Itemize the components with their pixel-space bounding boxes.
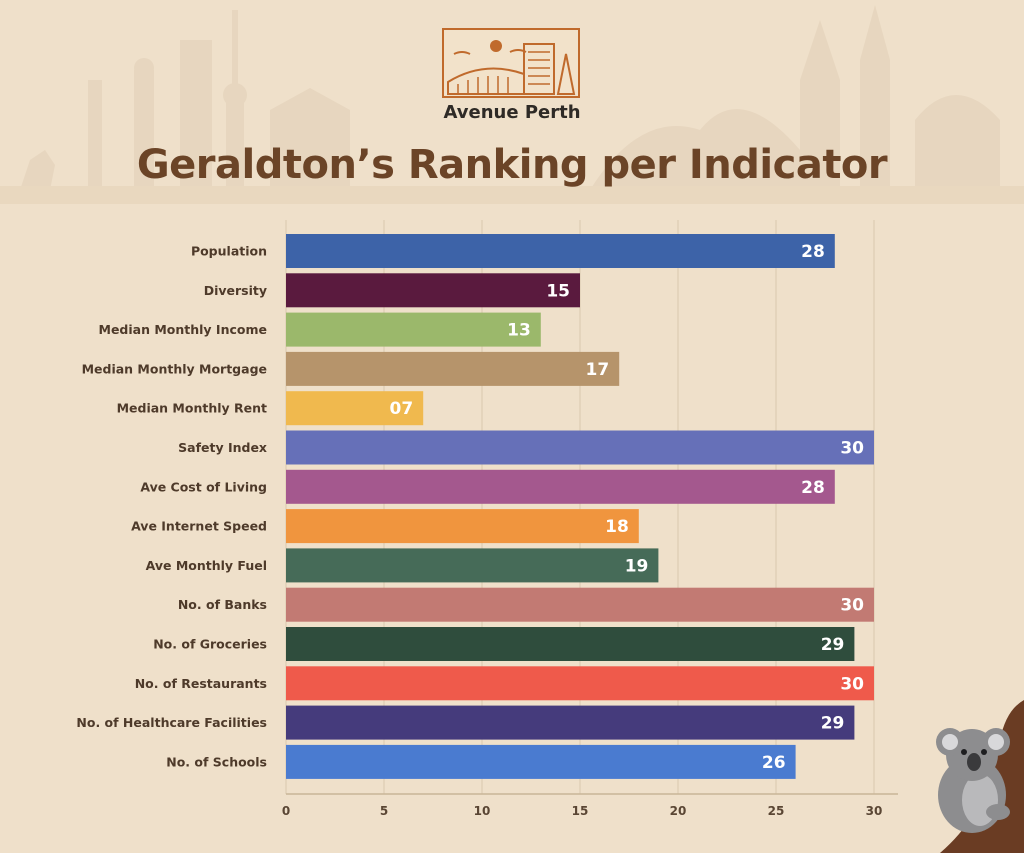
x-tick-label: 20 [670,804,687,818]
bar [286,627,855,661]
value-label: 29 [821,635,845,655]
value-label: 19 [625,556,649,576]
skyline-ground-band [0,186,1024,204]
bar [286,548,659,583]
x-tick-label: 25 [768,804,785,818]
axis-layer: 0 5 10 15 20 25 30 Population Diversity Median Mo… [76,244,898,818]
bar [286,430,874,465]
bar [286,509,639,544]
category-label: Median Monthly Income [99,322,267,337]
x-tick-label: 15 [572,804,589,818]
category-label: Median Monthly Rent [117,401,267,416]
value-label: 26 [762,753,786,773]
category-label: Ave Internet Speed [131,519,267,534]
value-label: 30 [840,674,864,694]
category-label: No. of Healthcare Facilities [76,715,267,730]
value-label: 15 [546,281,570,301]
value-label: 29 [821,714,845,734]
bar [286,351,620,386]
bar-layer: 28 15 13 17 07 30 28 18 19 30 29 30 29 26 [286,234,874,779]
page-title: Geraldton’s Ranking per Indicator [136,142,888,188]
category-label: Ave Monthly Fuel [146,558,267,573]
x-tick-label: 30 [866,804,883,818]
category-label: Diversity [204,283,267,298]
bar [286,273,580,308]
logo-frame [442,28,580,98]
bar [286,234,835,268]
bar [286,312,541,347]
category-label: Population [191,244,267,259]
category-label: Median Monthly Mortgage [82,361,267,376]
logo-building-icon [447,40,576,95]
bar [286,469,835,504]
bar [286,587,874,622]
category-label: No. of Schools [166,754,267,769]
value-label: 13 [507,321,531,341]
bar [286,666,874,701]
x-tick-label: 5 [380,804,388,818]
brand-logo: Avenue Perth [442,28,582,124]
value-label: 30 [840,439,864,459]
category-label: No. of Banks [178,597,267,612]
x-tick-label: 0 [282,804,290,818]
bar [286,705,855,740]
category-label: Ave Cost of Living [140,479,267,494]
value-label: 07 [390,399,414,419]
brand-name: Avenue Perth [443,102,581,123]
category-label: Safety Index [178,440,267,455]
x-tick-label: 10 [474,804,491,818]
value-label: 28 [801,242,825,262]
value-label: 18 [605,517,629,537]
bar-chart: 28 15 13 17 07 30 28 18 19 30 29 30 29 26 0 5 10 15 20 25 3… [76,220,898,818]
value-label: 28 [801,478,825,498]
koala-icon [936,700,1024,853]
bar [286,744,796,779]
value-label: 30 [840,596,864,616]
category-label: No. of Restaurants [135,676,267,691]
category-label: No. of Groceries [153,637,267,652]
skyline-background [20,5,1000,190]
value-label: 17 [586,360,610,380]
bar [286,391,424,426]
